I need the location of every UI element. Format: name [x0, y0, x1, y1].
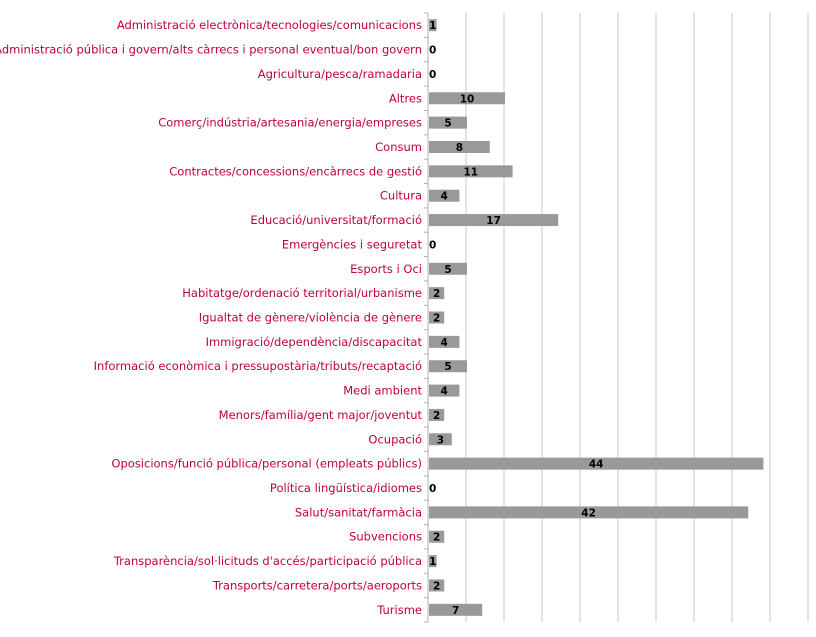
bar — [429, 92, 505, 105]
category-label: Salut/sanitat/farmàcia — [295, 505, 422, 519]
data-label: 11 — [463, 166, 478, 178]
data-label: 1 — [429, 20, 436, 32]
data-label: 0 — [429, 483, 436, 495]
data-label: 5 — [444, 264, 451, 276]
category-label: Administració electrònica/tecnologies/co… — [117, 18, 422, 32]
data-label: 4 — [441, 386, 448, 398]
bar — [429, 530, 445, 543]
category-label: Oposicions/funció pública/personal (empl… — [111, 457, 422, 471]
data-label: 4 — [441, 191, 448, 203]
category-label: Cultura — [380, 189, 422, 203]
data-label: 3 — [437, 434, 444, 446]
category-label: Altres — [389, 91, 422, 105]
data-label: 0 — [429, 69, 436, 81]
category-label: Subvencions — [349, 530, 422, 544]
data-label: 2 — [433, 288, 440, 300]
category-label: Immigració/dependència/discapacitat — [206, 335, 423, 349]
data-label: 2 — [433, 580, 440, 592]
category-label: Consum — [375, 140, 422, 154]
bar — [429, 214, 559, 227]
bar — [429, 408, 445, 421]
category-label: Habitatge/ordenació territorial/urbanism… — [182, 286, 422, 300]
data-label: 0 — [429, 239, 436, 251]
data-label: 4 — [441, 337, 448, 349]
bar — [429, 165, 513, 178]
bar — [429, 603, 483, 616]
bar — [429, 189, 460, 202]
bar — [429, 506, 749, 519]
bar — [429, 360, 467, 373]
data-label: 10 — [460, 93, 475, 105]
bar — [429, 335, 460, 348]
category-label: Medi ambient — [343, 384, 422, 398]
category-label: Política lingüística/idiomes — [270, 481, 422, 495]
data-label: 2 — [433, 532, 440, 544]
data-label: 7 — [452, 605, 459, 617]
bar — [429, 140, 490, 153]
category-label: Comerç/indústria/artesania/energia/empre… — [158, 116, 422, 130]
data-label: 1 — [429, 556, 436, 568]
bar — [429, 287, 445, 300]
category-label: Ocupació — [368, 432, 422, 446]
category-label: Menors/família/gent major/joventut — [219, 408, 423, 422]
bar — [429, 555, 437, 568]
data-label: 17 — [486, 215, 501, 227]
data-label: 5 — [444, 118, 451, 130]
data-label: 2 — [433, 410, 440, 422]
bar — [429, 116, 467, 129]
category-label: Contractes/concessions/encàrrecs de gest… — [169, 164, 422, 178]
category-label: Turisme — [376, 603, 422, 617]
data-label: 42 — [581, 507, 596, 519]
data-label: 5 — [444, 361, 451, 373]
bar — [429, 433, 452, 446]
data-label: 2 — [433, 313, 440, 325]
category-label: Esports i Oci — [350, 262, 422, 276]
category-label: Emergències i seguretat — [282, 237, 423, 251]
bar — [429, 311, 445, 324]
bar — [429, 262, 467, 275]
bar — [429, 19, 437, 32]
data-label: 8 — [456, 142, 463, 154]
category-label: Agricultura/pesca/ramadaria — [258, 67, 422, 81]
bar — [429, 384, 460, 397]
bar — [429, 579, 445, 592]
category-label: Informació econòmica i pressupostària/tr… — [94, 359, 422, 373]
category-label: Transparència/sol·licituds d'accés/parti… — [113, 554, 422, 568]
bar — [429, 457, 764, 470]
data-label: 0 — [429, 45, 436, 57]
category-label: Igualtat de gènere/violència de gènere — [199, 311, 422, 325]
data-label: 44 — [589, 459, 604, 471]
category-label: Transports/carretera/ports/aeroports — [212, 578, 422, 592]
category-label: Educació/universitat/formació — [250, 213, 422, 227]
category-label: Administració pública i govern/alts càrr… — [0, 43, 422, 57]
